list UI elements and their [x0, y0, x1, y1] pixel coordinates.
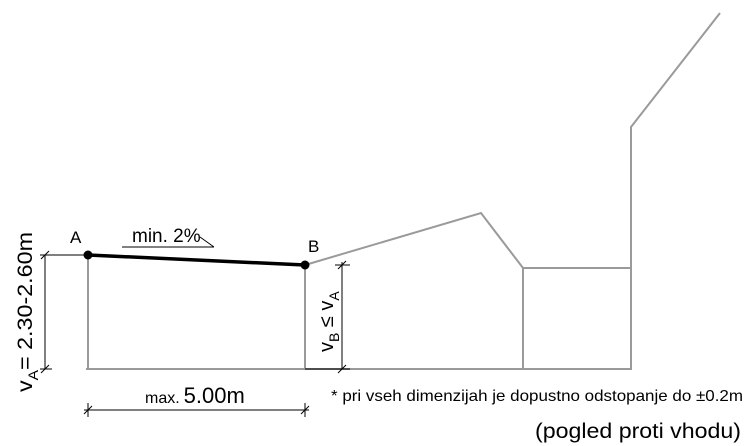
- slope-arrow-line: [199, 236, 215, 248]
- building-outline: [86, 12, 721, 370]
- house-wall-2: [630, 12, 721, 368]
- slope-annotation: min. 2%: [122, 226, 215, 248]
- canopy-roof: [83, 250, 310, 270]
- view-caption: (pogled proti vhodu): [535, 420, 741, 443]
- height-b-label: vB ≤ vA: [316, 291, 342, 352]
- point-a-label: A: [70, 228, 82, 247]
- canopy-slope-line: [87, 253, 306, 267]
- point-b-label: B: [308, 237, 319, 256]
- slope-label: min. 2%: [132, 226, 201, 247]
- height-b-dimension: [305, 260, 350, 374]
- width-label: max. 5.00m: [145, 383, 245, 408]
- tolerance-note: * pri vseh dimenzijah je dopustno odstop…: [331, 388, 743, 405]
- width-dimension: [83, 403, 310, 417]
- point-b-marker: [300, 260, 310, 270]
- house-roof-profile: [304, 211, 631, 269]
- height-a-label: vA= 2.30-2.60m: [14, 232, 41, 392]
- height-a-dimension: [40, 250, 89, 374]
